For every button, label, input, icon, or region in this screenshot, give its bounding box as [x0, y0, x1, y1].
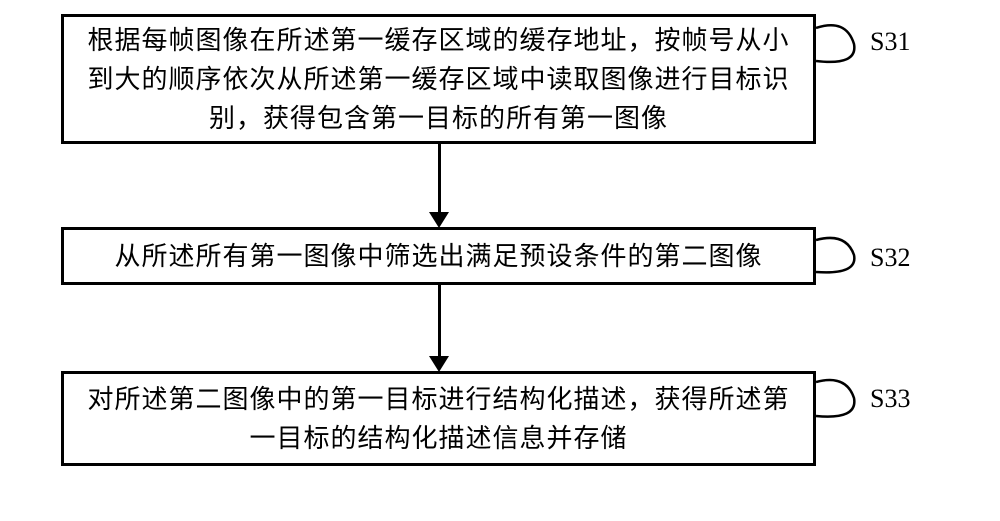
arrow-s31-s32: [438, 144, 441, 214]
step-text-s33: 对所述第二图像中的第一目标进行结构化描述，获得所述第一目标的结构化描述信息并存储: [84, 380, 793, 458]
arrowhead-s31-s32: [429, 212, 449, 228]
step-label-s33: S33: [870, 384, 910, 414]
label-connector-s31: [816, 16, 871, 76]
arrow-s32-s33: [438, 285, 441, 358]
flowchart-container: 根据每帧图像在所述第一缓存区域的缓存地址，按帧号从小到大的顺序依次从所述第一缓存…: [0, 0, 1000, 521]
arrowhead-s32-s33: [429, 356, 449, 372]
label-connector-s33: [816, 372, 871, 432]
step-box-s31: 根据每帧图像在所述第一缓存区域的缓存地址，按帧号从小到大的顺序依次从所述第一缓存…: [61, 14, 816, 144]
step-label-s31: S31: [870, 27, 910, 57]
step-text-s32: 从所述所有第一图像中筛选出满足预设条件的第二图像: [114, 237, 762, 276]
step-text-s31: 根据每帧图像在所述第一缓存区域的缓存地址，按帧号从小到大的顺序依次从所述第一缓存…: [84, 21, 793, 138]
step-box-s32: 从所述所有第一图像中筛选出满足预设条件的第二图像: [61, 227, 816, 285]
label-connector-s32: [816, 230, 871, 285]
step-box-s33: 对所述第二图像中的第一目标进行结构化描述，获得所述第一目标的结构化描述信息并存储: [61, 371, 816, 466]
step-label-s32: S32: [870, 243, 910, 273]
